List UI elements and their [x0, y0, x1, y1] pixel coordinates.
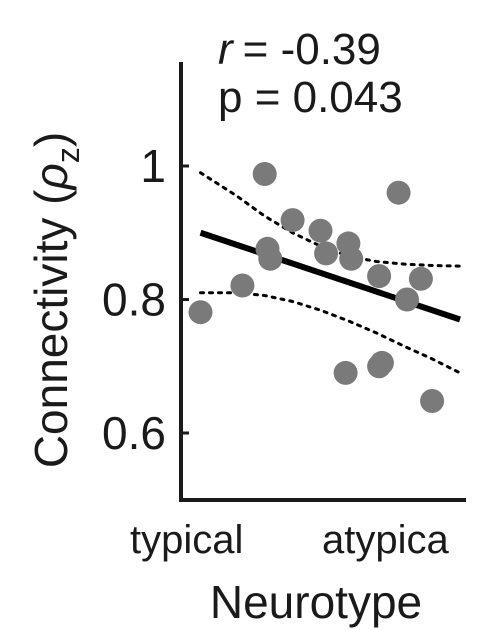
data-points	[188, 162, 445, 413]
x-category-atypical: atypica	[322, 518, 449, 562]
r-value: = -0.39	[243, 25, 381, 74]
y-tick-label-1: 1	[140, 140, 166, 192]
x-axis-title: Neurotype	[210, 576, 422, 628]
y-tick-label-0.6: 0.6	[102, 407, 166, 459]
data-point-17	[408, 266, 433, 291]
y-axis-title-symbol: ρ	[25, 163, 77, 191]
y-axis-title-text: Connectivity	[25, 218, 77, 469]
y-axis-title-open-paren: (	[25, 189, 77, 218]
data-point-6	[280, 208, 305, 233]
y-axis-title: Connectivity (ρz)	[25, 132, 86, 468]
data-point-13	[369, 350, 394, 375]
data-point-1	[188, 300, 213, 325]
data-point-15	[386, 180, 411, 205]
data-point-18	[420, 389, 445, 413]
y-tick-label-0.8: 0.8	[102, 274, 166, 326]
data-point-3	[252, 162, 277, 186]
r-statistic: r = -0.39	[218, 25, 381, 74]
r-symbol: r	[218, 25, 235, 74]
data-point-8	[314, 241, 339, 266]
axes	[179, 62, 466, 502]
p-statistic: p = 0.043	[218, 73, 403, 122]
data-point-2	[230, 273, 255, 298]
data-point-7	[308, 218, 333, 243]
y-axis-title-close-paren: )	[25, 132, 77, 147]
data-point-11	[333, 360, 358, 385]
data-point-16	[395, 287, 419, 312]
data-point-5	[258, 246, 283, 271]
x-category-typical: typical	[130, 518, 243, 562]
data-point-14	[367, 264, 392, 289]
y-ticks: 0.6 0.8 1	[102, 140, 189, 459]
y-axis-title-subscript: z	[50, 147, 86, 163]
data-point-10	[339, 246, 364, 271]
ci-lower-line	[199, 291, 462, 375]
